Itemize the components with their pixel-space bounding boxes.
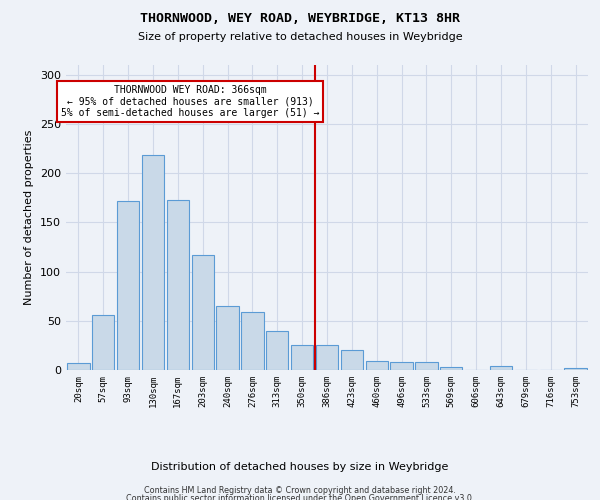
Text: Distribution of detached houses by size in Weybridge: Distribution of detached houses by size …	[151, 462, 449, 472]
Bar	[365, 361, 388, 370]
Bar	[266, 330, 289, 370]
Text: THORNWOOD, WEY ROAD, WEYBRIDGE, KT13 8HR: THORNWOOD, WEY ROAD, WEYBRIDGE, KT13 8HR	[140, 12, 460, 26]
Bar	[241, 312, 263, 370]
Bar	[440, 367, 463, 370]
Bar	[117, 201, 139, 370]
Bar	[92, 315, 115, 370]
Bar	[217, 306, 239, 370]
Y-axis label: Number of detached properties: Number of detached properties	[25, 130, 34, 305]
Bar	[67, 363, 89, 370]
Bar	[341, 350, 363, 370]
Bar	[316, 346, 338, 370]
Bar	[291, 346, 313, 370]
Bar	[142, 154, 164, 370]
Bar	[391, 362, 413, 370]
Bar	[565, 368, 587, 370]
Bar	[167, 200, 189, 370]
Bar	[191, 255, 214, 370]
Bar	[490, 366, 512, 370]
Bar	[415, 362, 437, 370]
Text: THORNWOOD WEY ROAD: 366sqm
← 95% of detached houses are smaller (913)
5% of semi: THORNWOOD WEY ROAD: 366sqm ← 95% of deta…	[61, 84, 320, 118]
Text: Size of property relative to detached houses in Weybridge: Size of property relative to detached ho…	[137, 32, 463, 42]
Text: Contains public sector information licensed under the Open Government Licence v3: Contains public sector information licen…	[126, 494, 474, 500]
Text: Contains HM Land Registry data © Crown copyright and database right 2024.: Contains HM Land Registry data © Crown c…	[144, 486, 456, 495]
